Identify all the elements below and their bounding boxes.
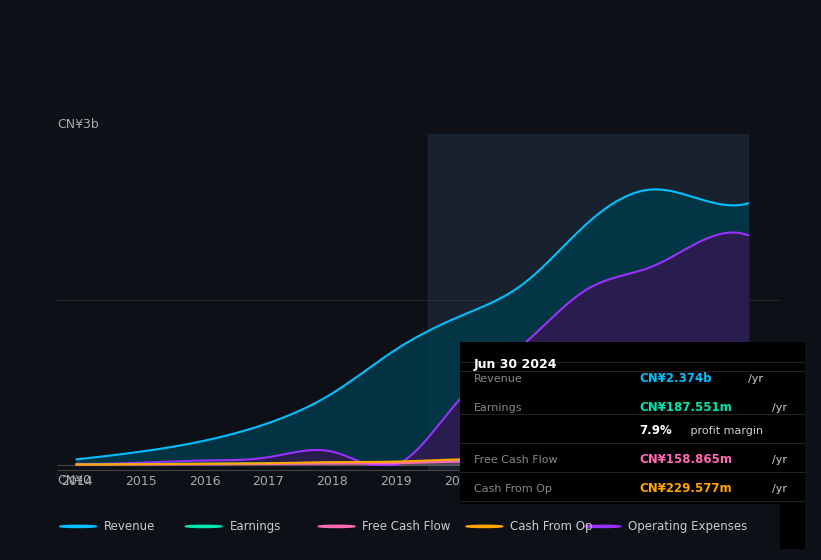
Text: CN¥2.374b: CN¥2.374b (639, 372, 712, 385)
Circle shape (585, 525, 621, 528)
Circle shape (466, 525, 502, 528)
Text: Earnings: Earnings (474, 403, 522, 413)
Text: Jun 30 2024: Jun 30 2024 (474, 358, 557, 371)
Text: /yr: /yr (772, 403, 787, 413)
Text: CN¥158.865m: CN¥158.865m (639, 453, 732, 466)
Text: /yr: /yr (772, 455, 787, 465)
Text: CN¥3b: CN¥3b (57, 118, 99, 131)
Text: Cash From Op: Cash From Op (511, 520, 593, 533)
Text: /yr: /yr (748, 513, 763, 522)
Bar (429, 134, 748, 470)
Text: Earnings: Earnings (230, 520, 281, 533)
Circle shape (60, 525, 97, 528)
Text: Operating Expenses: Operating Expenses (474, 513, 586, 522)
Text: 7.9%: 7.9% (639, 424, 672, 437)
Text: Free Cash Flow: Free Cash Flow (474, 455, 557, 465)
Text: Free Cash Flow: Free Cash Flow (363, 520, 451, 533)
Text: Cash From Op: Cash From Op (474, 484, 552, 494)
Text: Revenue: Revenue (474, 374, 522, 384)
Text: CN¥0: CN¥0 (57, 474, 91, 487)
Text: CN¥229.577m: CN¥229.577m (639, 482, 732, 495)
Text: Revenue: Revenue (104, 520, 155, 533)
Text: CN¥2.085b: CN¥2.085b (639, 511, 712, 524)
Circle shape (186, 525, 222, 528)
Text: /yr: /yr (772, 484, 787, 494)
Circle shape (319, 525, 355, 528)
Text: CN¥187.551m: CN¥187.551m (639, 402, 732, 414)
Text: Operating Expenses: Operating Expenses (629, 520, 748, 533)
Text: profit margin: profit margin (687, 426, 764, 436)
Text: /yr: /yr (748, 374, 763, 384)
